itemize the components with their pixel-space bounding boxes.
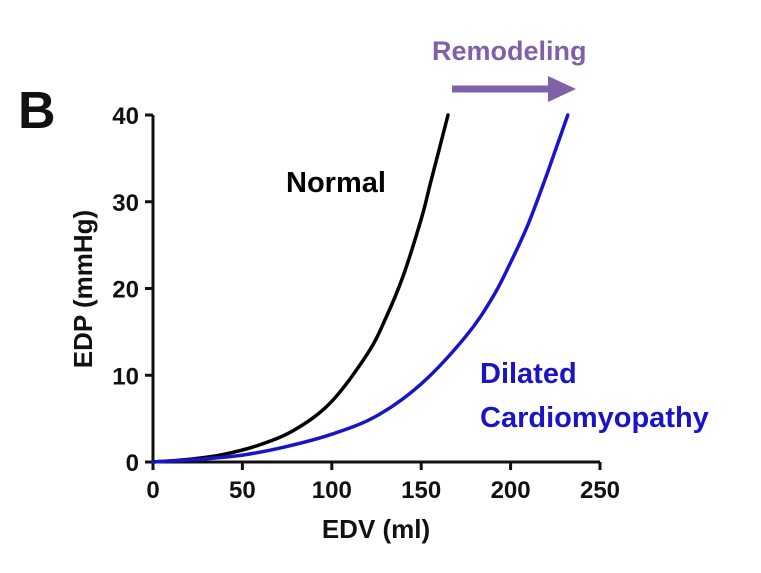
remodeling-arrow-icon bbox=[452, 76, 576, 102]
series-label-dilated-cardiomyopathy: Dilated Cardiomyopathy bbox=[480, 358, 709, 434]
y-tick-label: 0 bbox=[126, 450, 139, 477]
y-ticks: 0 10 20 30 40 bbox=[112, 103, 153, 477]
x-tick-label: 150 bbox=[401, 477, 441, 504]
series-line-normal bbox=[151, 113, 450, 464]
x-axis-title: EDV (ml) bbox=[322, 514, 430, 544]
y-tick-label: 20 bbox=[112, 277, 139, 304]
x-tick-label: 200 bbox=[491, 477, 531, 504]
x-tick-label: 100 bbox=[312, 477, 352, 504]
series-line-dilated-cardiomyopathy bbox=[151, 113, 570, 464]
series-group bbox=[151, 113, 570, 464]
series-label-line: Cardiomyopathy bbox=[480, 402, 709, 434]
plot-area: 0 50 100 150 200 250 0 10 20 30 40 bbox=[112, 103, 620, 504]
panel-label: B bbox=[18, 82, 56, 140]
y-axis-title: EDP (mmHg) bbox=[68, 210, 98, 368]
series-label-line: Dilated bbox=[480, 358, 577, 390]
x-tick-label: 250 bbox=[580, 477, 620, 504]
x-tick-label: 0 bbox=[146, 477, 159, 504]
x-tick-label: 50 bbox=[229, 477, 256, 504]
y-tick-label: 10 bbox=[112, 363, 139, 390]
remodeling-annotation: Remodeling bbox=[432, 36, 587, 66]
y-tick-label: 30 bbox=[112, 190, 139, 217]
series-label-normal: Normal bbox=[286, 167, 386, 199]
x-ticks: 0 50 100 150 200 250 bbox=[146, 462, 620, 504]
y-tick-label: 40 bbox=[112, 103, 139, 130]
